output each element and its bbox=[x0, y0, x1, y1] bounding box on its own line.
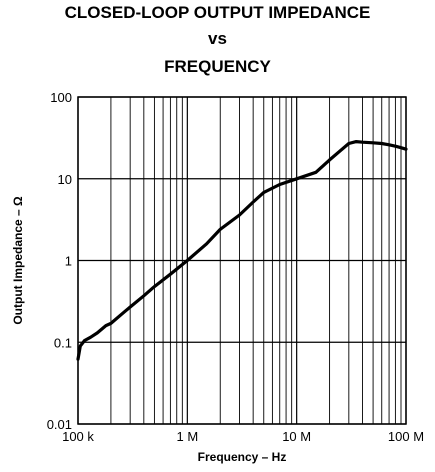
x-tick-label: 10 M bbox=[282, 429, 311, 444]
y-axis-label: Output Impedance – Ω bbox=[11, 196, 25, 325]
impedance-curve bbox=[76, 140, 408, 361]
y-tick-label: 0.01 bbox=[47, 417, 72, 432]
x-tick-label: 100 M bbox=[388, 429, 424, 444]
y-tick-label: 10 bbox=[58, 172, 72, 187]
x-tick-label: 100 k bbox=[62, 429, 94, 444]
y-tick-label: 0.1 bbox=[54, 335, 72, 350]
x-axis-label: Frequency – Hz bbox=[198, 450, 287, 464]
chart-title-line-2: vs bbox=[208, 29, 227, 48]
chart-title-line-1: CLOSED-LOOP OUTPUT IMPEDANCE bbox=[64, 3, 371, 22]
plot-frame bbox=[77, 96, 407, 425]
chart-title-line-3: FREQUENCY bbox=[164, 57, 271, 76]
y-tick-label: 100 bbox=[50, 90, 72, 105]
y-tick-label: 1 bbox=[65, 254, 72, 269]
x-tick-label: 1 M bbox=[176, 429, 198, 444]
